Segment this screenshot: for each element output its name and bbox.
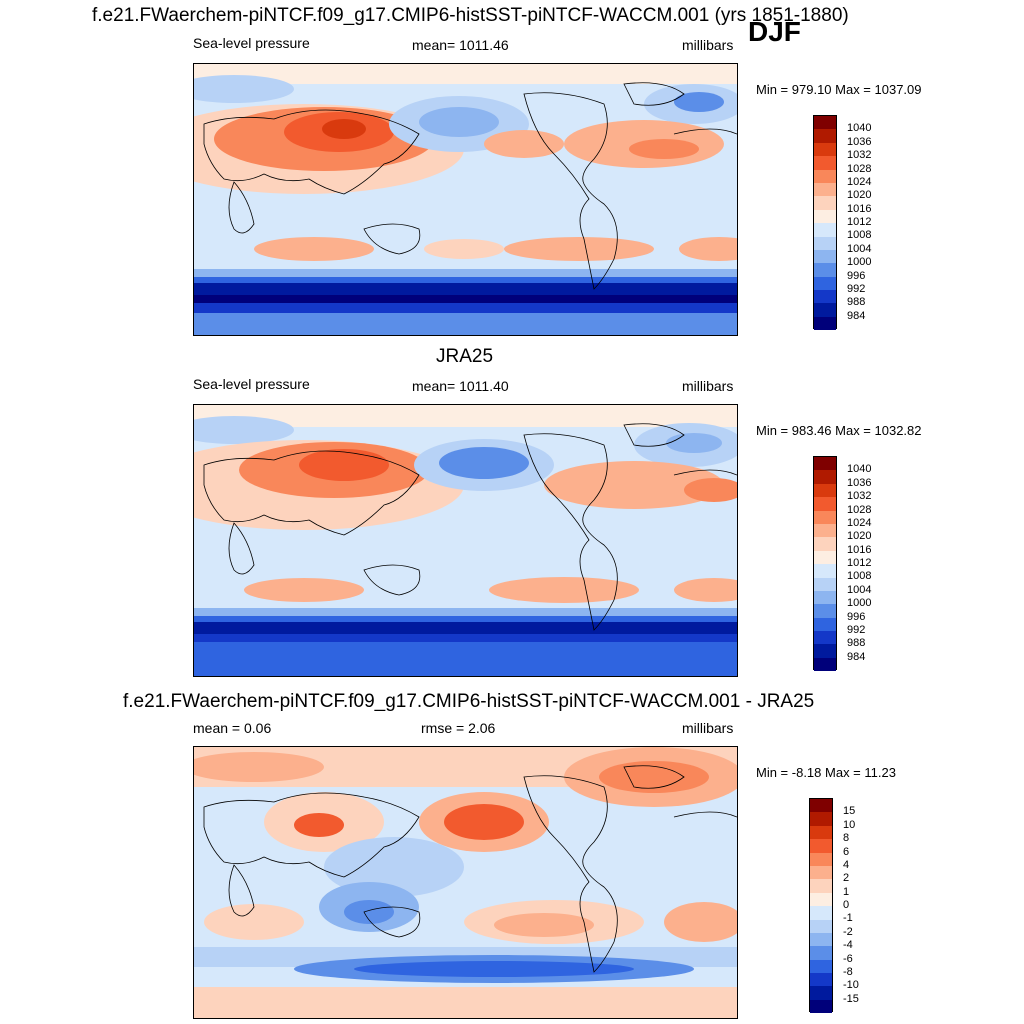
- colorbar-label: -1: [843, 912, 853, 925]
- panel-minmax: Min = -8.18 Max = 11.23: [756, 765, 896, 780]
- panel-left-label: Sea-level pressure: [193, 376, 310, 392]
- colorbar-label: 6: [843, 845, 850, 858]
- panel-rmse-label: rmse = 2.06: [421, 720, 496, 736]
- colorbar-label: 996: [847, 269, 866, 282]
- colorbar-label: 1004: [847, 242, 872, 255]
- slp-map-model: [193, 63, 738, 336]
- colorbar-label: 1028: [847, 162, 872, 175]
- colorbar-label: 984: [847, 650, 866, 663]
- colorbar-label: -15: [843, 992, 859, 1005]
- colorbar-label: 988: [847, 637, 866, 650]
- colorbar-swatches: [813, 115, 837, 331]
- colorbar-label: -6: [843, 952, 853, 965]
- colorbar-label: 1016: [847, 543, 872, 556]
- colorbar-label: 1028: [847, 503, 872, 516]
- colorbar-label: 1020: [847, 189, 872, 202]
- colorbar-label: 1036: [847, 135, 872, 148]
- slp-map-diff: [193, 746, 738, 1019]
- colorbar-label: 1008: [847, 570, 872, 583]
- colorbar-label: -4: [843, 939, 853, 952]
- panel-units-label: millibars: [682, 378, 734, 394]
- colorbar-diff: 15 10 8 6 4 2 1 0 -1 -2 -4 -6 -8 -10 -15: [809, 798, 869, 1014]
- colorbar-label: 1012: [847, 216, 872, 228]
- colorbar-label: 1008: [847, 229, 872, 242]
- colorbar-label: 0: [843, 899, 850, 911]
- panel-units-label: millibars: [682, 720, 734, 736]
- colorbar-label: 1036: [847, 476, 872, 489]
- colorbar-obs: 1040 1036 1032 1028 1024 1020 1016 1012 …: [813, 456, 873, 672]
- colorbar-label: 1040: [847, 122, 872, 135]
- figure-title: f.e21.FWaerchem-piNTCF.f09_g17.CMIP6-his…: [92, 5, 849, 26]
- colorbar-label: 10: [843, 818, 856, 831]
- panel-mean-label: mean = 0.06: [193, 720, 272, 736]
- colorbar-label: 996: [847, 610, 866, 623]
- colorbar-label: -10: [843, 979, 859, 992]
- colorbar-label: 992: [847, 282, 866, 295]
- colorbar-label: 15: [843, 805, 856, 818]
- colorbar-label: 1016: [847, 202, 872, 215]
- panel-minmax: Min = 979.10 Max = 1037.09: [756, 82, 922, 97]
- panel-title: f.e21.FWaerchem-piNTCF.f09_g17.CMIP6-his…: [123, 691, 815, 712]
- colorbar-label: 1: [843, 885, 850, 898]
- colorbar-label: 992: [847, 623, 866, 636]
- colorbar-swatches: [813, 456, 837, 672]
- colorbar-label: 1012: [847, 557, 872, 569]
- colorbar-label: -2: [843, 925, 853, 938]
- colorbar-label: 1032: [847, 490, 872, 503]
- season-label: DJF: [748, 16, 801, 47]
- colorbar-label: 1020: [847, 530, 872, 543]
- colorbar-label: 988: [847, 296, 866, 309]
- colorbar-label: 1004: [847, 583, 872, 596]
- colorbar-label: 1040: [847, 463, 872, 476]
- colorbar-label: 1000: [847, 597, 872, 610]
- colorbar-label: 1024: [847, 175, 872, 188]
- panel-minmax: Min = 983.46 Max = 1032.82: [756, 423, 922, 438]
- colorbar-label: -8: [843, 965, 853, 978]
- colorbar-label: 1000: [847, 256, 872, 269]
- colorbar-model: 1040 1036 1032 1028 1024 1020 1016 1012 …: [813, 115, 873, 331]
- colorbar-label: 984: [847, 309, 866, 322]
- colorbar-label: 1032: [847, 149, 872, 162]
- panel-title: JRA25: [436, 346, 494, 367]
- colorbar-label: 1024: [847, 516, 872, 529]
- slp-map-obs: [193, 404, 738, 677]
- colorbar-label: 4: [843, 858, 850, 871]
- panel-mean-label: mean= 1011.46: [412, 37, 509, 53]
- panel-left-label: Sea-level pressure: [193, 35, 310, 51]
- colorbar-label: 8: [843, 832, 850, 845]
- panel-units-label: millibars: [682, 37, 734, 53]
- colorbar-label: 2: [843, 872, 850, 885]
- colorbar-swatches: [809, 798, 833, 1014]
- panel-mean-label: mean= 1011.40: [412, 378, 509, 394]
